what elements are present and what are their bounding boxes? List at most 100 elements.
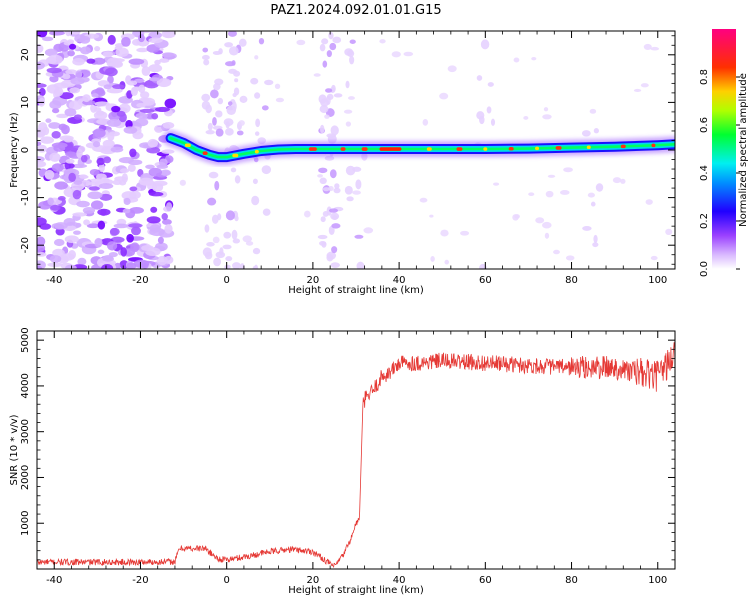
- noise-blob: [201, 54, 210, 60]
- noise-blob: [106, 118, 122, 127]
- noise-blob: [90, 200, 104, 210]
- noise-blob: [593, 128, 599, 134]
- noise-blob: [476, 75, 483, 81]
- noise-blob: [72, 57, 85, 66]
- noise-blob: [148, 31, 162, 39]
- noise-blob: [592, 242, 599, 248]
- noise-blob: [228, 46, 239, 56]
- colorbar: 0.0 0.2 0.4 0.6 0.8 Normalized spectral ampl…: [699, 29, 749, 277]
- noise-blob: [88, 181, 100, 186]
- noise-blob: [222, 244, 232, 250]
- noise-blob: [115, 47, 129, 58]
- noise-blob: [70, 31, 81, 35]
- spectrogram-heatmap: [37, 31, 675, 269]
- noise-blob: [152, 180, 168, 187]
- noise-blob: [77, 257, 87, 266]
- noise-blob: [94, 237, 103, 248]
- noise-blob: [73, 230, 81, 235]
- noise-blob: [156, 164, 169, 169]
- noise-blob: [331, 246, 338, 254]
- noise-blob: [319, 124, 325, 134]
- noise-blob: [480, 39, 490, 50]
- y-tick-label: 10: [20, 96, 31, 109]
- noise-blob: [68, 100, 83, 111]
- noise-blob: [296, 39, 306, 46]
- noise-blob: [135, 118, 149, 127]
- ridge-hotspot: [184, 143, 191, 148]
- noise-blob: [116, 110, 126, 117]
- noise-blob: [262, 208, 271, 216]
- ridge-hotspot: [340, 147, 346, 151]
- noise-blob: [146, 216, 161, 224]
- noise-blob: [354, 234, 364, 239]
- y-tick-label: 5000: [20, 327, 31, 352]
- noise-blob: [205, 104, 212, 114]
- noise-blob: [150, 206, 158, 213]
- ridge-hotspot: [651, 143, 656, 148]
- noise-blob: [161, 213, 168, 221]
- noise-blob: [255, 118, 261, 128]
- noise-blob: [326, 95, 331, 106]
- noise-blob: [486, 106, 492, 114]
- figure-title: PAZ1.2024.092.01.01.G15: [270, 3, 441, 18]
- spectrogram-y-ticks: -20 -10 0 10 20: [20, 35, 675, 265]
- noise-blob: [254, 131, 260, 136]
- noise-blob: [493, 182, 500, 186]
- spectrogram-ylabel: Frequency (Hz): [9, 112, 20, 188]
- noise-blob: [232, 238, 241, 244]
- noise-blob: [363, 227, 374, 234]
- noise-blob: [98, 163, 105, 173]
- noise-blob: [123, 126, 138, 134]
- noise-blob: [261, 105, 269, 111]
- noise-blob: [67, 50, 75, 57]
- noise-blob: [110, 58, 125, 63]
- noise-blob: [332, 36, 342, 44]
- noise-blob: [37, 160, 47, 168]
- noise-blob: [535, 217, 545, 224]
- spectrogram-xlabel: Height of straight line (km): [288, 285, 424, 296]
- noise-blob: [612, 177, 622, 184]
- noise-blob: [59, 135, 74, 141]
- ridge-hotspot: [232, 153, 239, 158]
- noise-blob: [107, 34, 116, 45]
- noise-blob: [127, 164, 136, 172]
- noise-blob: [232, 92, 237, 98]
- x-tick-label: 100: [648, 275, 667, 286]
- noise-blob: [328, 31, 334, 40]
- colorbar-tick-label: 0.0: [699, 261, 710, 277]
- noise-blob: [257, 137, 266, 145]
- noise-blob: [158, 58, 170, 63]
- noise-blob: [75, 70, 83, 79]
- noise-blob: [333, 187, 341, 194]
- noise-blob: [163, 31, 171, 38]
- snr-series-line: [37, 342, 675, 569]
- noise-blob: [126, 80, 138, 86]
- colorbar-gradient: [712, 29, 736, 269]
- noise-blob: [39, 223, 52, 230]
- noise-blob: [107, 75, 114, 84]
- noise-blob: [241, 96, 246, 103]
- noise-blob: [102, 256, 114, 262]
- noise-blob: [108, 131, 120, 137]
- noise-blob: [129, 148, 137, 158]
- y-tick-label: 4000: [20, 373, 31, 398]
- noise-blob: [120, 247, 127, 257]
- x-tick-label: 40: [393, 575, 406, 586]
- noise-blob: [49, 152, 61, 162]
- noise-blob: [317, 234, 328, 240]
- noise-blob: [146, 146, 161, 154]
- y-tick-label: 1000: [20, 511, 31, 536]
- noise-blob: [236, 130, 244, 136]
- noise-blob: [215, 251, 226, 259]
- noise-blob: [595, 183, 604, 192]
- noise-blob: [355, 179, 362, 190]
- noise-blob: [83, 219, 90, 226]
- noise-blob: [164, 98, 177, 109]
- noise-blob: [318, 167, 328, 174]
- noise-blob: [128, 58, 145, 65]
- noise-blob: [88, 186, 100, 191]
- noise-blob: [65, 151, 78, 157]
- noise-blob: [97, 249, 105, 255]
- noise-blob: [105, 67, 118, 77]
- noise-blob: [349, 55, 355, 65]
